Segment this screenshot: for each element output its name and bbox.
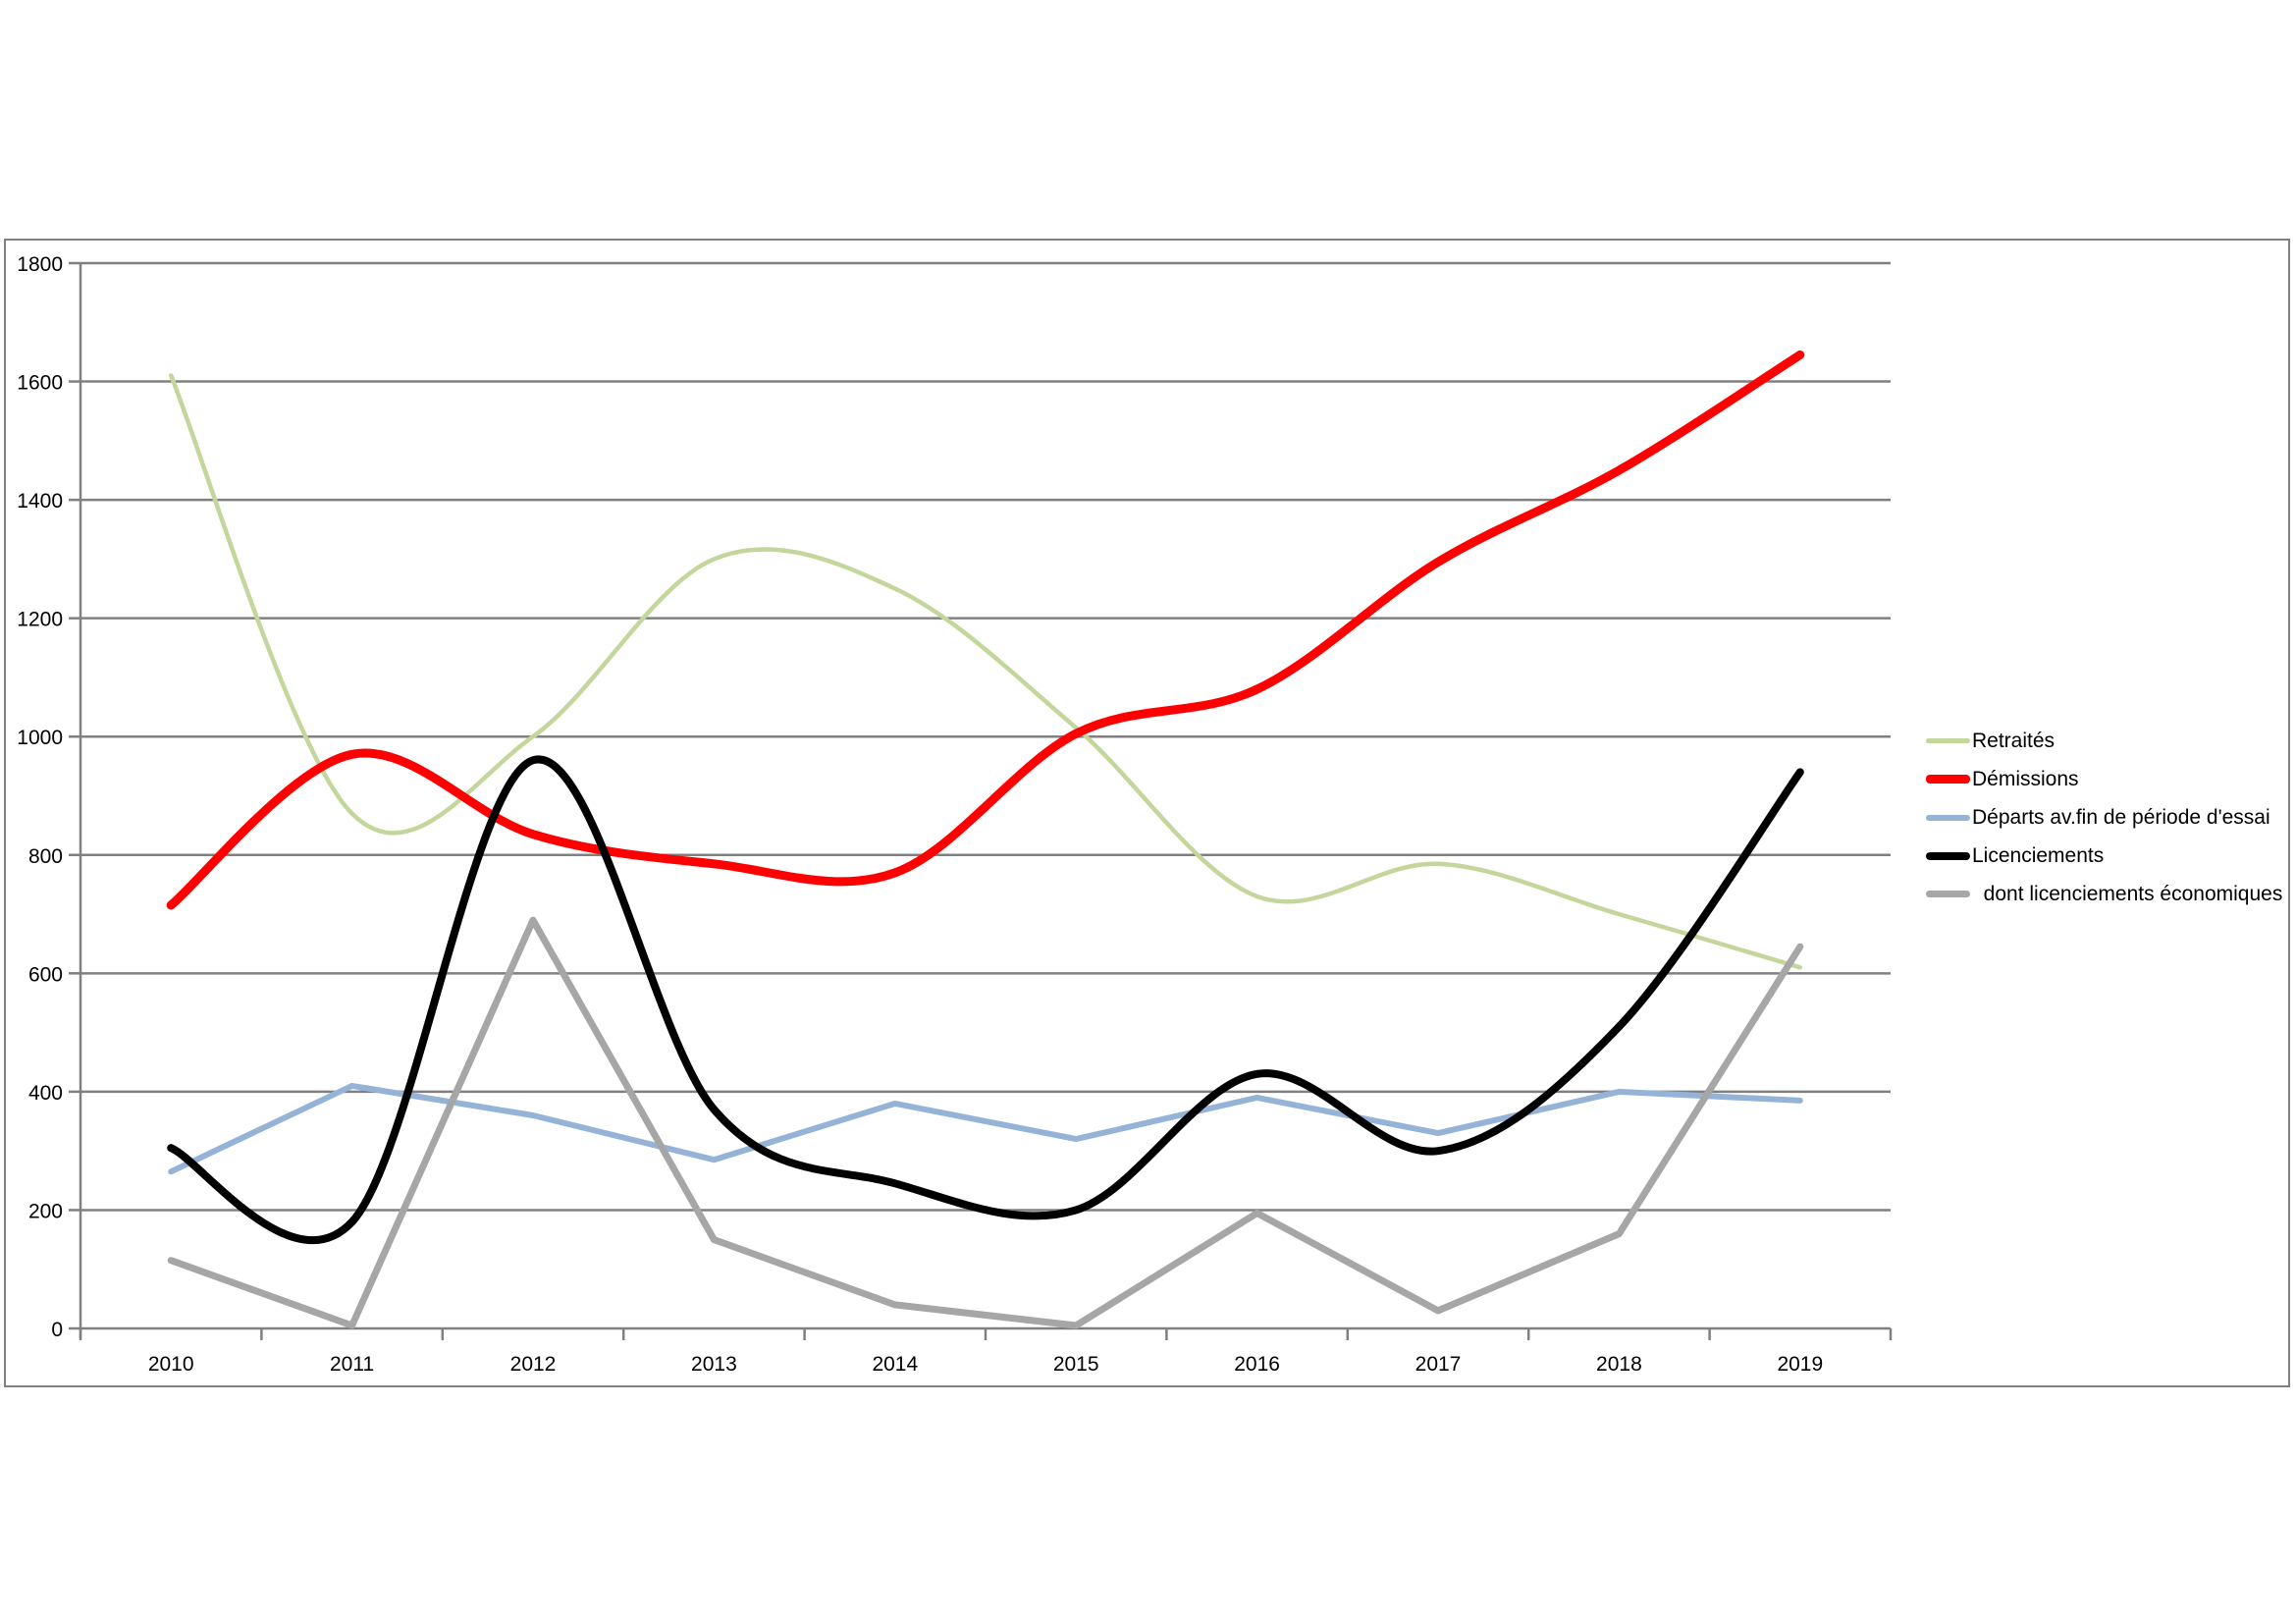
y-axis-label: 1200 — [17, 609, 63, 631]
legend-line-marker — [1926, 814, 1970, 821]
legend-label: dont licenciements économiques — [1972, 883, 2283, 905]
x-axis-label: 2013 — [691, 1353, 737, 1376]
legend-item-1[interactable]: Démissions — [1926, 760, 2282, 798]
legend-label: Départs av.fin de période d'essai — [1972, 806, 2270, 829]
y-axis-label: 1600 — [17, 372, 63, 395]
legend: Retraités Démissions Départs av.fin de pér… — [1926, 722, 2282, 913]
chart-frame — [4, 239, 2290, 1387]
x-axis-label: 2014 — [872, 1353, 918, 1376]
legend-line-marker — [1926, 775, 1970, 784]
legend-label: Licenciements — [1972, 844, 2105, 867]
x-axis-label: 2017 — [1415, 1353, 1462, 1376]
legend-line-marker — [1926, 851, 1970, 860]
x-axis-label: 2010 — [148, 1353, 194, 1376]
y-axis-label: 1400 — [17, 490, 63, 513]
legend-item-2[interactable]: Départs av.fin de période d'essai — [1926, 798, 2282, 837]
series-line-2[interactable] — [168, 1082, 1803, 1175]
y-axis-label: 200 — [28, 1200, 63, 1222]
y-axis-label: 0 — [51, 1319, 63, 1341]
legend-line-marker — [1926, 738, 1970, 743]
series-line-4[interactable] — [167, 916, 1804, 1329]
x-axis-label: 2016 — [1234, 1353, 1280, 1376]
x-axis-label: 2019 — [1777, 1353, 1823, 1376]
y-axis-label: 1800 — [17, 253, 63, 276]
series-line-0[interactable] — [168, 373, 1803, 970]
series-line-3[interactable] — [167, 755, 1804, 1244]
x-axis-label: 2012 — [510, 1353, 557, 1376]
legend-line-marker — [1926, 891, 1970, 897]
series-line-1[interactable] — [166, 350, 1805, 910]
y-axis-label: 1000 — [17, 727, 63, 749]
x-axis-label: 2018 — [1596, 1353, 1642, 1376]
x-axis-label: 2015 — [1053, 1353, 1099, 1376]
legend-item-4[interactable]: dont licenciements économiques — [1926, 875, 2282, 913]
x-axis-label: 2011 — [330, 1353, 374, 1376]
legend-item-3[interactable]: Licenciements — [1926, 837, 2282, 875]
legend-item-0[interactable]: Retraités — [1926, 722, 2282, 760]
y-axis-label: 400 — [28, 1082, 63, 1105]
legend-label: Démissions — [1972, 768, 2079, 790]
y-axis-label: 600 — [28, 963, 63, 986]
y-axis-label: 800 — [28, 845, 63, 868]
legend-label: Retraités — [1972, 730, 2056, 752]
